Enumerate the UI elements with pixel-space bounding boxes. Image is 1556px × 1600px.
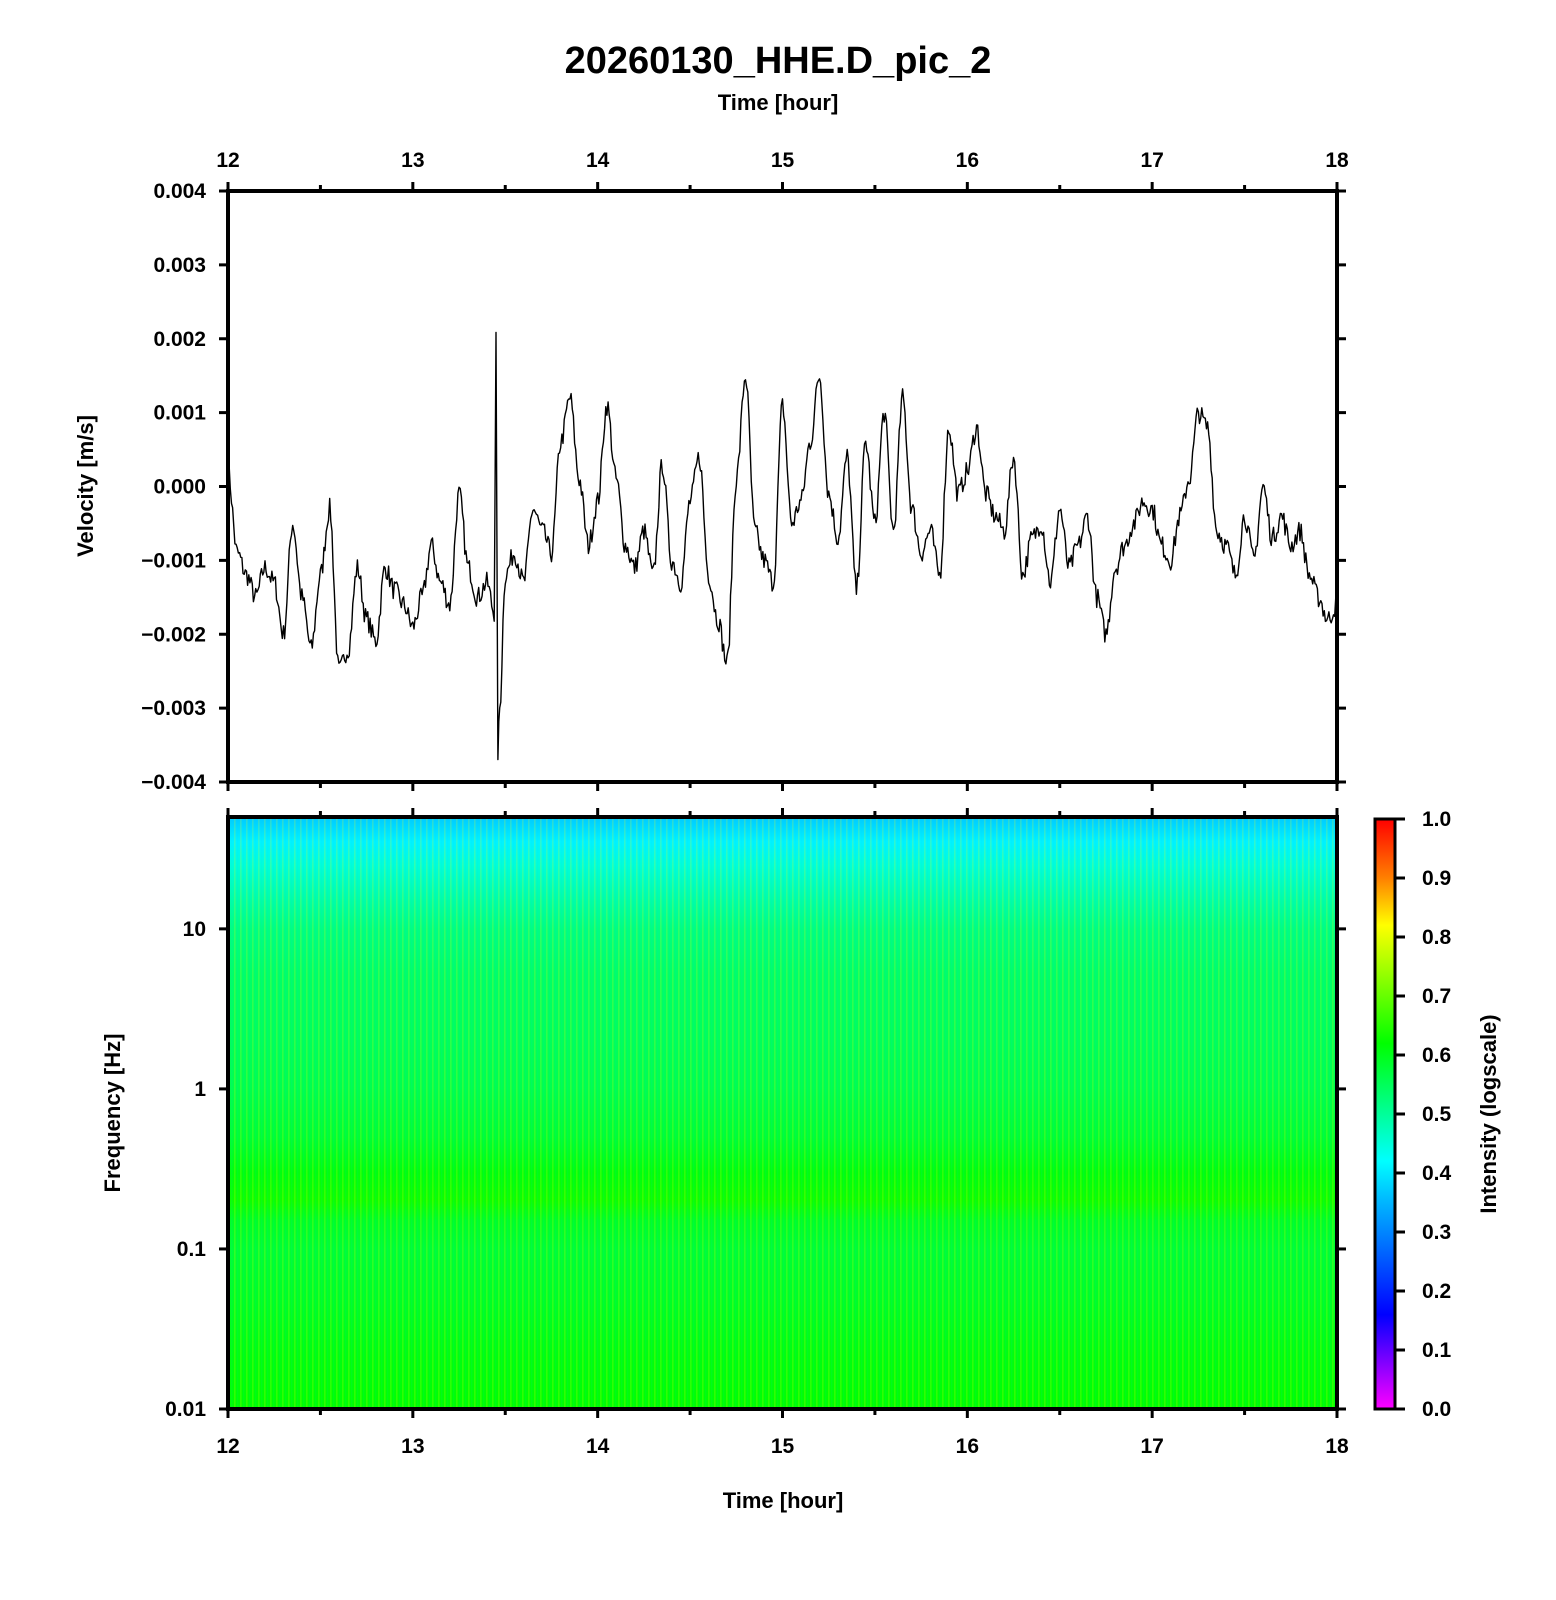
- velocity-axis-label: Velocity [m/s]: [73, 415, 98, 557]
- top-x-tick-label: 17: [1140, 149, 1163, 172]
- y-tick-label: 0.004: [153, 180, 206, 203]
- bottom-x-axis-label: Time [hour]: [723, 1488, 844, 1513]
- colorbar-gradient: [1373, 817, 1397, 1411]
- spec-y-tick-label: 10: [183, 918, 206, 941]
- top-x-tick-label: 14: [586, 149, 610, 172]
- colorbar-tick-label: 0.7: [1422, 985, 1451, 1008]
- y-tick-label: −0.003: [141, 697, 206, 720]
- spec-x-tick-label: 13: [401, 1435, 424, 1458]
- spec-y-tick-label: 0.1: [177, 1238, 207, 1261]
- top-x-tick-label: 13: [401, 149, 424, 172]
- top-x-tick-label: 16: [956, 149, 979, 172]
- frequency-axis-label: Frequency [Hz]: [100, 1034, 125, 1193]
- y-tick-label: −0.004: [141, 771, 206, 794]
- y-tick-label: 0.003: [153, 254, 206, 277]
- y-tick-label: −0.002: [141, 623, 206, 646]
- y-tick-label: −0.001: [141, 549, 206, 572]
- colorbar-tick-label: 1.0: [1422, 808, 1451, 831]
- colorbar-tick-label: 0.2: [1422, 1280, 1451, 1303]
- top-x-tick-label: 12: [216, 149, 239, 172]
- colorbar-tick-label: 0.9: [1422, 867, 1451, 890]
- colorbar-tick-label: 0.8: [1422, 926, 1452, 949]
- top-x-tick-label: 15: [771, 149, 795, 172]
- y-tick-label: 0.002: [153, 328, 206, 351]
- colorbar-tick-label: 0.1: [1422, 1339, 1452, 1362]
- spectrogram-frame: [226, 815, 1339, 1411]
- spec-y-tick-label: 0.01: [165, 1398, 206, 1421]
- spec-x-tick-label: 17: [1140, 1435, 1163, 1458]
- colorbar-tick-label: 0.3: [1422, 1221, 1451, 1244]
- spec-x-tick-label: 18: [1325, 1435, 1349, 1458]
- y-tick-label: 0.000: [153, 476, 206, 499]
- waveform-ticks: 12 13 14 15 16 17 18 0.004 0.003 0.002 0.001 0.000 −…: [141, 149, 1349, 794]
- top-x-axis-label: Time [hour]: [718, 90, 839, 115]
- colorbar-tick-label: 0.4: [1422, 1162, 1452, 1185]
- spec-x-tick-label: 12: [216, 1435, 239, 1458]
- velocity-trace: [227, 331, 1338, 761]
- spec-y-tick-label: 1: [194, 1078, 206, 1101]
- colorbar-tick-label: 0.6: [1422, 1044, 1451, 1067]
- colorbar-label: Intensity (logscale): [1476, 1014, 1501, 1213]
- colorbar-ticks: 1.0 0.9 0.8 0.7 0.6 0.5 0.4 0.3 0.2 0.1 0.0: [1395, 808, 1452, 1421]
- spec-x-tick-label: 16: [956, 1435, 979, 1458]
- waveform-panel: 12 13 14 15 16 17 18 0.004 0.003 0.002 0.001 0.000 −…: [73, 149, 1349, 794]
- top-x-tick-label: 18: [1325, 149, 1349, 172]
- waveform-frame: [226, 189, 1339, 784]
- spec-x-tick-label: 14: [586, 1435, 610, 1458]
- colorbar: 1.0 0.9 0.8 0.7 0.6 0.5 0.4 0.3 0.2 0.1 0.0 Intens…: [1373, 808, 1501, 1421]
- colorbar-tick-label: 0.0: [1422, 1398, 1451, 1421]
- chart-title: 20260130_HHE.D_pic_2: [565, 40, 992, 82]
- colorbar-tick-label: 0.5: [1422, 1103, 1452, 1126]
- spec-x-tick-label: 15: [771, 1435, 795, 1458]
- spectrogram-texture: [228, 817, 1337, 1409]
- y-tick-label: 0.001: [153, 402, 206, 425]
